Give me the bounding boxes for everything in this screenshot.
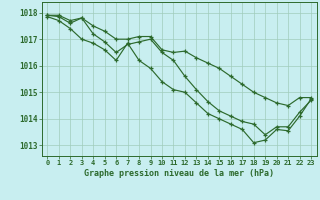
- X-axis label: Graphe pression niveau de la mer (hPa): Graphe pression niveau de la mer (hPa): [84, 169, 274, 178]
